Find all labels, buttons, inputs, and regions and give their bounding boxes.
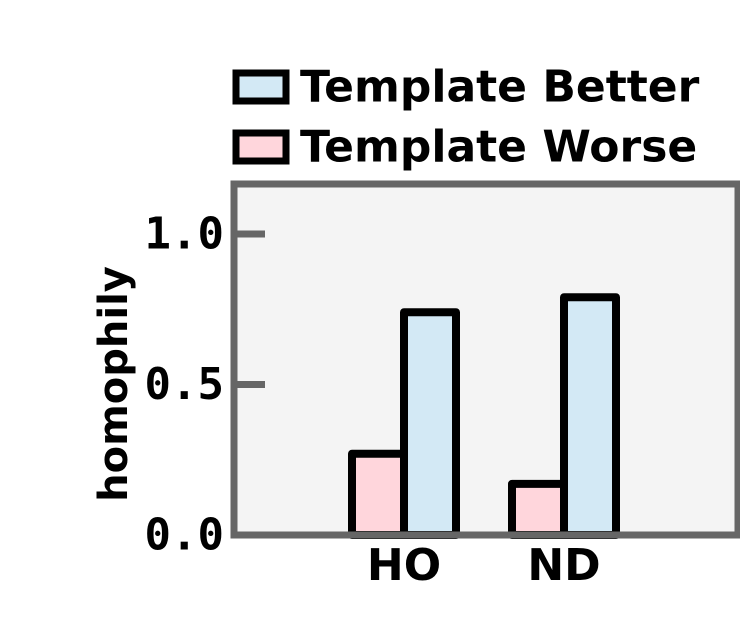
- bar-nd-template-worse: [508, 479, 568, 539]
- legend-swatch: [232, 69, 290, 105]
- legend-swatch: [232, 129, 290, 165]
- legend: Template Better Template Worse: [232, 62, 700, 173]
- y-tick-label: 1.0: [145, 209, 224, 260]
- y-axis-label: homophily: [91, 266, 137, 502]
- legend-label: Template Better: [300, 62, 700, 113]
- x-axis: HO ND: [367, 540, 601, 591]
- y-tick-label: 0.0: [145, 510, 224, 561]
- plot-area: [230, 180, 740, 539]
- bar-ho-template-worse: [348, 449, 408, 540]
- x-tick-label: HO: [367, 540, 441, 591]
- bars: [234, 293, 738, 540]
- bar-nd-template-better: [560, 293, 620, 539]
- x-tick-label: ND: [527, 540, 600, 591]
- bar-ho-template-better: [400, 308, 460, 540]
- y-tick-label: 0.5: [145, 359, 224, 410]
- legend-label: Template Worse: [300, 122, 697, 173]
- y-axis: 0.0 0.5 1.0: [145, 209, 265, 561]
